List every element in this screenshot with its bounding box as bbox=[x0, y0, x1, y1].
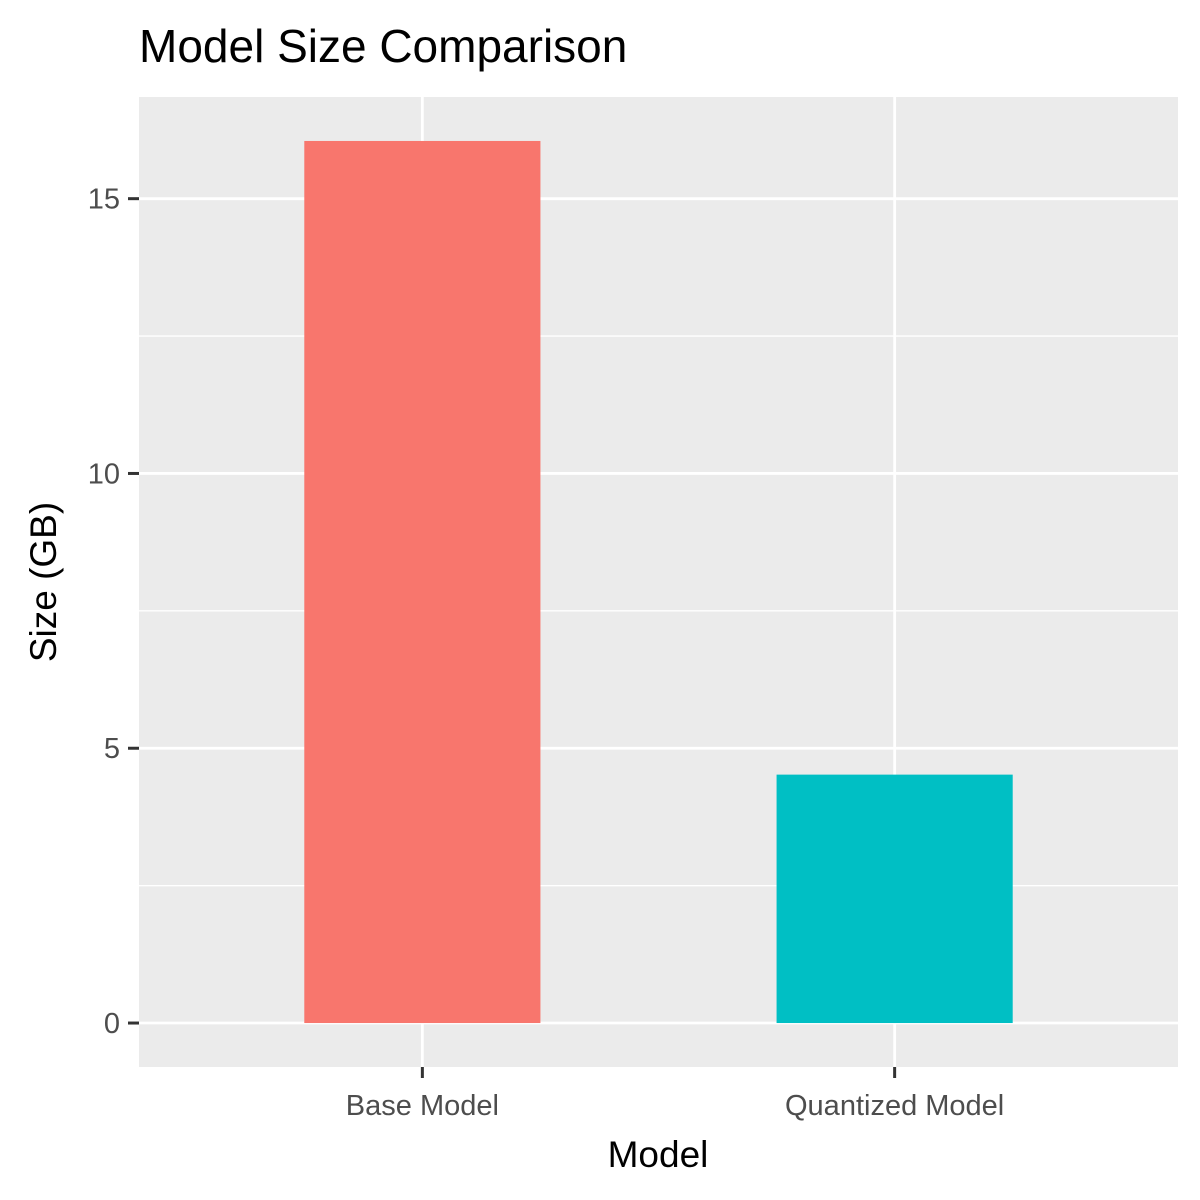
chart-title: Model Size Comparison bbox=[139, 20, 627, 72]
x-tick-label: Base Model bbox=[346, 1090, 499, 1122]
y-tick-label: 0 bbox=[104, 1008, 120, 1040]
y-axis-title: Size (GB) bbox=[23, 502, 64, 662]
plot-panel bbox=[139, 97, 1178, 1067]
y-axis: 0 5 10 15 bbox=[88, 184, 139, 1040]
x-tick-label: Quantized Model bbox=[785, 1090, 1004, 1122]
x-axis-title: Model bbox=[608, 1134, 709, 1175]
y-tick-label: 5 bbox=[104, 733, 120, 765]
y-tick-label: 15 bbox=[88, 184, 120, 216]
bar-quantized-model bbox=[776, 774, 1013, 1024]
bars bbox=[304, 140, 1013, 1024]
bar-base-model bbox=[304, 140, 541, 1024]
y-tick-label: 10 bbox=[88, 458, 120, 490]
x-axis: Base Model Quantized Model bbox=[346, 1067, 1004, 1122]
